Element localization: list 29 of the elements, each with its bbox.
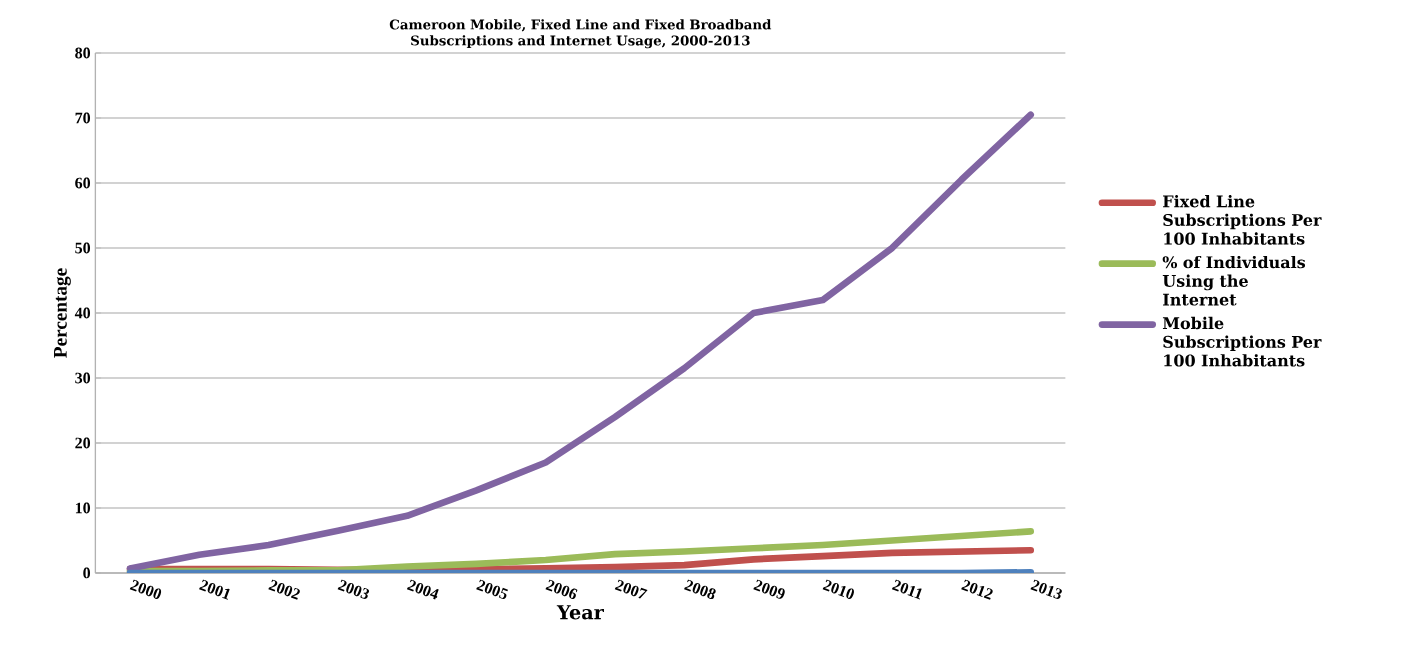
y-tick-label: 60 <box>75 177 91 189</box>
y-tick-label: 70 <box>75 112 91 124</box>
y-tick-label: 10 <box>75 502 91 514</box>
legend-label: Fixed Line Subscriptions Per 100 Inhabitants <box>1163 195 1322 245</box>
y-tick-label: 40 <box>74 307 91 319</box>
y-tick-label: 50 <box>75 242 91 254</box>
chart-title: Cameroon Mobile, Fixed Line and Fixed Broadband Subscriptions and Internet Usage, 2000-2013 <box>389 19 772 49</box>
y-tick-label: 30 <box>75 372 91 384</box>
x-tick-label: 2010 <box>822 579 854 599</box>
legend-label: % of Individuals Using the Internet <box>1162 255 1306 306</box>
y-tick-label: 20 <box>75 437 91 449</box>
y-tick-label: 0 <box>83 567 91 579</box>
x-tick-label: 2004 <box>406 579 439 600</box>
x-tick-label: 2000 <box>129 579 162 599</box>
y-axis-title: Percentage <box>54 268 71 358</box>
x-axis-title: Year <box>556 605 604 620</box>
legend-label: Mobile Subscriptions Per 100 Inhabitants <box>1162 316 1322 367</box>
y-tick-label: 80 <box>75 47 91 59</box>
x-tick-label: 2008 <box>684 579 716 600</box>
x-tick-label: 2011 <box>891 579 922 600</box>
x-tick-label: 2006 <box>545 579 578 600</box>
x-tick-label: 2009 <box>753 579 785 599</box>
x-tick-label: 2013 <box>1030 579 1062 599</box>
x-tick-label: 2012 <box>961 579 993 600</box>
x-tick-label: 2002 <box>268 579 300 600</box>
x-tick-label: 2001 <box>199 579 230 600</box>
x-tick-label: 2007 <box>614 579 648 599</box>
x-tick-label: 2005 <box>476 579 508 599</box>
x-tick-label: 2003 <box>337 579 370 599</box>
